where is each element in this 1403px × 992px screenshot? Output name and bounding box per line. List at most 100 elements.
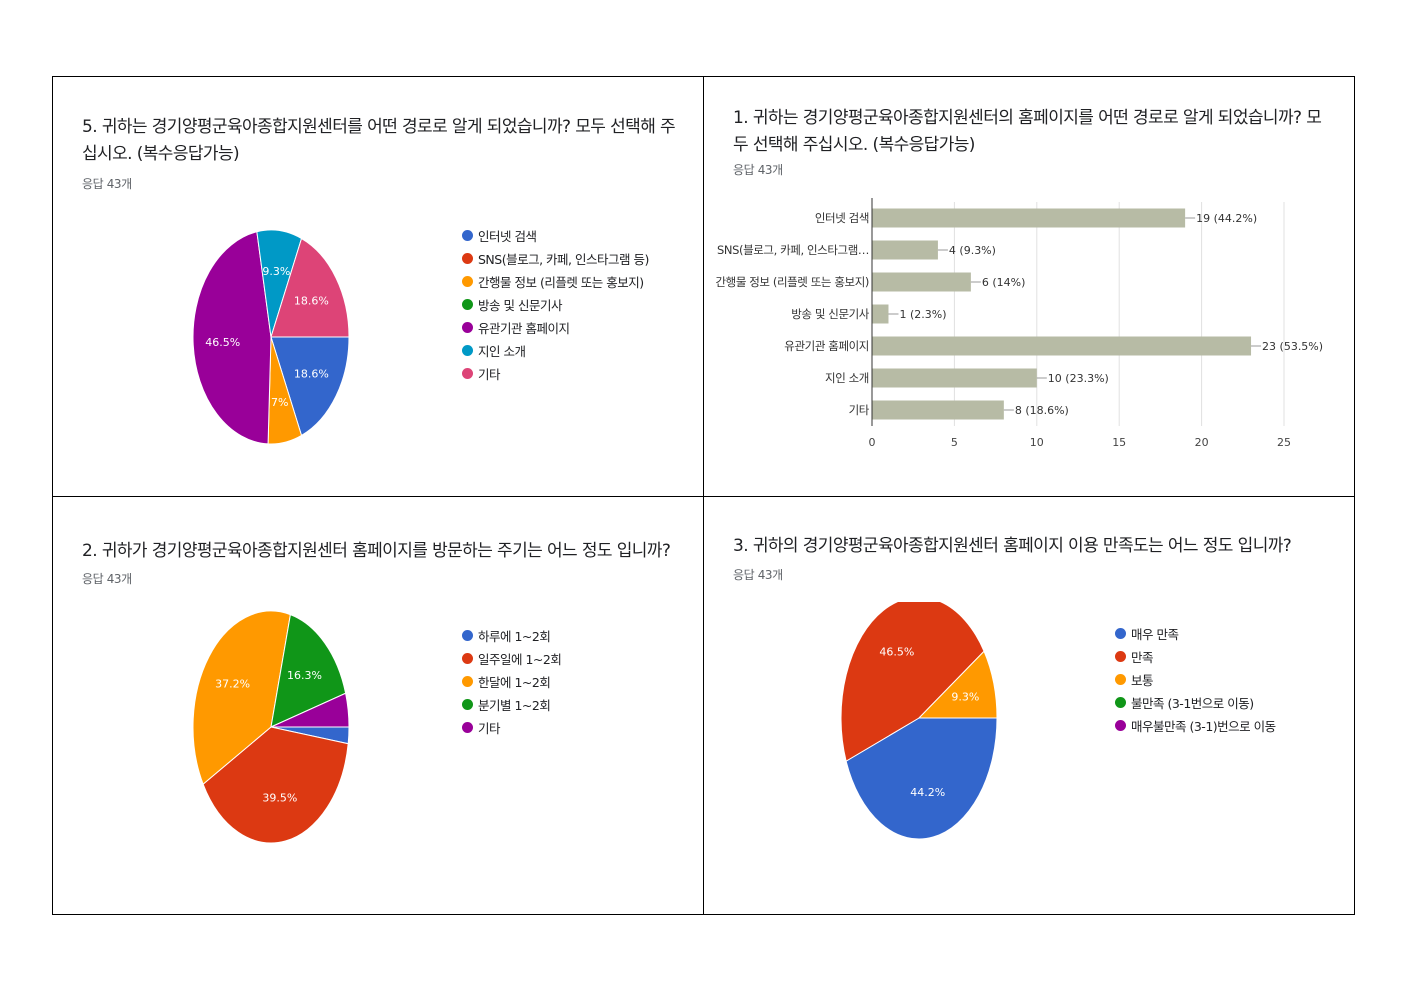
legend-swatch xyxy=(462,676,473,687)
x-tick-label: 20 xyxy=(1195,436,1209,449)
pie-chart: 39.5% 37.2% 16.3% xyxy=(192,610,350,844)
survey-grid: 5. 귀하는 경기양평군육아종합지원센터를 어떤 경로로 알게 되었습니까? 모… xyxy=(52,76,1355,915)
category-label: 유관기관 홈페이지 xyxy=(784,339,869,353)
panel-source-pie: 5. 귀하는 경기양평군육아종합지원센터를 어떤 경로로 알게 되었습니까? 모… xyxy=(53,77,703,496)
legend-swatch xyxy=(462,253,473,264)
data-label: 8 (18.6%) xyxy=(1015,404,1069,417)
data-label: 6 (14%) xyxy=(982,276,1026,289)
legend-item: 매우 만족 xyxy=(1115,622,1276,645)
pie-slice-label: 44.2% xyxy=(910,786,945,799)
legend-swatch xyxy=(1115,651,1126,662)
pie-chart: 18.6% 7% 46.5% 9.3% 18.6% xyxy=(192,229,350,445)
bar-기타 xyxy=(872,400,1004,420)
legend-label: 매우불만족 (3-1)번으로 이동 xyxy=(1131,719,1276,734)
pie-slice-label: 37.2% xyxy=(215,677,250,690)
pie-slice-label: 16.3% xyxy=(287,669,322,682)
legend-item: 간행물 정보 (리플렛 또는 홍보지) xyxy=(462,270,649,293)
pie-slice-label: 46.5% xyxy=(205,336,240,349)
legend-item: 지인 소개 xyxy=(462,339,649,362)
legend-item: 유관기관 홈페이지 xyxy=(462,316,649,339)
panel-homepage-bar: 1. 귀하는 경기양평군육아종합지원센터의 홈페이지를 어떤 경로로 알게 되었… xyxy=(704,77,1355,496)
legend-item: 기타 xyxy=(462,716,561,739)
category-label: 기타 xyxy=(849,403,870,417)
legend-label: 방송 및 신문기사 xyxy=(478,298,562,313)
pie-slice-만족 xyxy=(840,602,985,762)
data-label: 10 (23.3%) xyxy=(1048,372,1109,385)
legend-item: 일주일에 1~2회 xyxy=(462,647,562,670)
legend-swatch xyxy=(462,345,473,356)
legend-label: 유관기관 홈페이지 xyxy=(478,321,570,336)
response-count: 응답 43개 xyxy=(82,572,132,586)
vertical-divider xyxy=(703,77,704,914)
legend-item: 불만족 (3-1번으로 이동) xyxy=(1115,691,1276,714)
x-tick-label: 25 xyxy=(1277,436,1291,449)
pie-slice-인터넷-검색 xyxy=(270,336,350,437)
legend-item: 만족 xyxy=(1115,645,1276,668)
legend-item: 방송 및 신문기사 xyxy=(462,293,649,316)
legend-label: 불만족 (3-1번으로 이동) xyxy=(1131,696,1254,711)
pie-slice-label: 9.3% xyxy=(951,690,979,703)
legend-swatch xyxy=(462,653,473,664)
legend-label: 만족 xyxy=(1131,650,1154,665)
legend-swatch xyxy=(1115,720,1126,731)
bar-인터넷-검색 xyxy=(872,208,1186,228)
legend-swatch xyxy=(462,630,473,641)
legend-label: 기타 xyxy=(478,721,501,736)
bar-지인-소개 xyxy=(872,368,1037,388)
data-label: 1 (2.3%) xyxy=(899,308,946,321)
response-count: 응답 43개 xyxy=(733,568,783,582)
panel-frequency-pie: 2. 귀하가 경기양평군육아종합지원센터 홈페이지를 방문하는 주기는 어느 정… xyxy=(53,497,703,916)
chart-legend: 인터넷 검색 SNS(블로그, 카페, 인스타그램 등) 간행물 정보 (리플렛 또… xyxy=(462,224,649,385)
legend-swatch xyxy=(462,699,473,710)
legend-label: 보통 xyxy=(1131,673,1154,688)
legend-label: 매우 만족 xyxy=(1131,627,1179,642)
bar-간행물-정보-리플렛-또는-홍보지 xyxy=(872,272,971,292)
pie-slice-label: 7% xyxy=(271,396,288,409)
bar-chart: 0 5 10 15 20 25 인터넷 검색 19 (44.2%) SNS(블로그, 카페, 인… xyxy=(715,198,1323,449)
legend-label: 하루에 1~2회 xyxy=(478,629,551,644)
pie-slice-일주일에-1-2회 xyxy=(202,726,349,844)
chart-title: 1. 귀하는 경기양평군육아종합지원센터의 홈페이지를 어떤 경로로 알게 되었… xyxy=(733,108,1322,155)
bar-sns-블로그-카페-인스타그램 xyxy=(872,240,938,260)
data-label: 23 (53.5%) xyxy=(1262,340,1323,353)
pie-slice-보통 xyxy=(917,650,998,719)
legend-item: 인터넷 검색 xyxy=(462,224,649,247)
legend-item: 한달에 1~2회 xyxy=(462,670,561,693)
pie-slice-label: 46.5% xyxy=(879,645,914,658)
response-count: 응답 43개 xyxy=(733,163,783,177)
pie-slice-분기별-1-2회 xyxy=(270,613,347,728)
x-tick-label: 0 xyxy=(869,436,876,449)
pie-slice-기타 xyxy=(270,237,350,338)
bar-방송-및-신문기사 xyxy=(872,304,889,324)
legend-label: 분기별 1~2회 xyxy=(478,698,551,713)
chart-title: 3. 귀하의 경기양평군육아종합지원센터 홈페이지 이용 만족도는 어느 정도 … xyxy=(733,536,1292,556)
legend-label: 일주일에 1~2회 xyxy=(478,652,562,667)
pie-slice-label: 18.6% xyxy=(294,294,329,307)
category-label: 지인 소개 xyxy=(825,371,869,385)
legend-swatch xyxy=(462,722,473,733)
legend-label: 한달에 1~2회 xyxy=(478,675,551,690)
legend-item: 하루에 1~2회 xyxy=(462,624,561,647)
pie-slice-label: 9.3% xyxy=(262,265,290,278)
legend-swatch xyxy=(462,322,473,333)
legend-swatch xyxy=(462,299,473,310)
category-label: 인터넷 검색 xyxy=(815,211,869,225)
legend-swatch xyxy=(1115,697,1126,708)
pie-chart: 44.2% 46.5% 9.3% xyxy=(840,602,998,840)
legend-label: 인터넷 검색 xyxy=(478,229,537,244)
legend-item: SNS(블로그, 카페, 인스타그램 등) xyxy=(462,247,649,270)
legend-item: 분기별 1~2회 xyxy=(462,693,561,716)
legend-label: SNS(블로그, 카페, 인스타그램 등) xyxy=(478,252,649,267)
data-label: 19 (44.2%) xyxy=(1196,212,1257,225)
legend-item: 매우불만족 (3-1)번으로 이동 xyxy=(1115,714,1276,737)
legend-swatch xyxy=(462,276,473,287)
category-label: 간행물 정보 (리플렛 또는 홍보지) xyxy=(715,275,869,289)
category-label: SNS(블로그, 카페, 인스타그램… xyxy=(717,243,869,257)
response-count: 응답 43개 xyxy=(82,177,132,191)
legend-swatch xyxy=(462,230,473,241)
legend-swatch xyxy=(1115,628,1126,639)
pie-slice-유관기관-홈페이지 xyxy=(192,231,272,445)
panel-satisfaction-pie: 3. 귀하의 경기양평군육아종합지원센터 홈페이지 이용 만족도는 어느 정도 … xyxy=(704,497,1355,916)
